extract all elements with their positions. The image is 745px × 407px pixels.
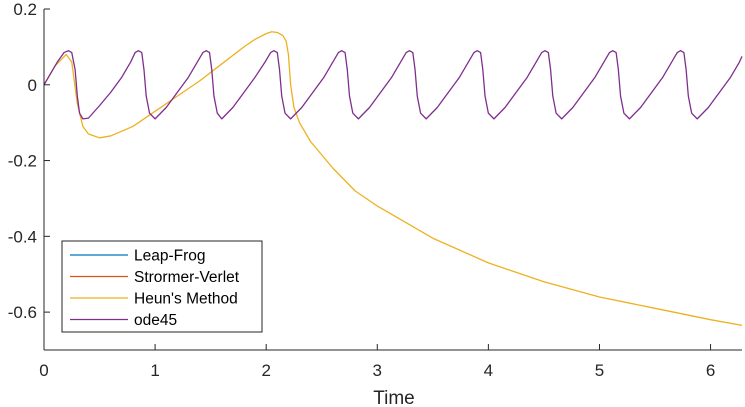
y-tick-label: -0.4 <box>8 227 37 246</box>
x-tick-label: 6 <box>706 361 715 380</box>
y-tick-labels: 0.2 0 -0.2 -0.4 -0.6 <box>8 0 37 322</box>
x-tick-label: 2 <box>261 361 270 380</box>
legend-entry-label: Strormer-Verlet <box>134 269 240 286</box>
plot-lines <box>43 31 743 327</box>
x-tick-labels: 0 1 2 3 4 5 6 <box>39 361 715 380</box>
legend: Leap-Frog Strormer-Verlet Heun's Method ode… <box>61 240 263 333</box>
legend-entry-label: ode45 <box>134 312 177 329</box>
y-tick-label: 0.2 <box>13 0 37 19</box>
y-tick-label: -0.6 <box>8 303 37 322</box>
x-tick-label: 5 <box>595 361 604 380</box>
x-tick-label: 3 <box>373 361 382 380</box>
axes <box>43 8 742 351</box>
legend-entry-label: Heun's Method <box>134 291 238 308</box>
x-tick-label: 4 <box>484 361 493 380</box>
series-line-2 <box>43 31 743 327</box>
legend-entry-label: Leap-Frog <box>134 248 206 265</box>
y-tick-label: 0 <box>28 76 37 95</box>
series-line-3 <box>43 50 743 120</box>
y-tick-label: -0.2 <box>8 152 37 171</box>
x-tick-label: 1 <box>150 361 159 380</box>
x-axis-label: Time <box>373 388 415 407</box>
legend-box <box>61 240 263 333</box>
x-tick-label: 0 <box>39 361 48 380</box>
